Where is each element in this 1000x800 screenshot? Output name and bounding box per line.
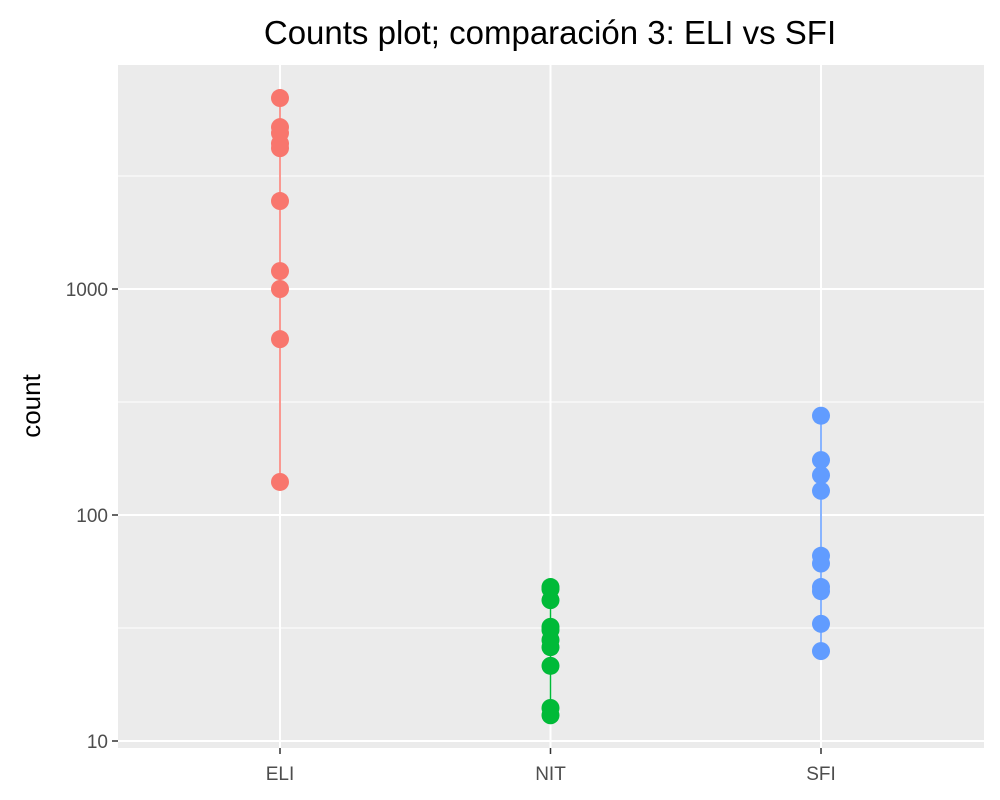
data-point-sfi	[812, 466, 830, 485]
data-point-nit	[541, 617, 560, 636]
x-tick-label: ELI	[266, 764, 295, 785]
data-point-sfi	[812, 642, 830, 661]
data-point-nit	[541, 578, 560, 597]
data-point-eli	[271, 280, 289, 298]
data-point-sfi	[812, 614, 830, 633]
data-point-eli	[271, 89, 289, 108]
y-tick-label: 1000	[66, 280, 108, 301]
data-point-sfi	[812, 451, 830, 470]
data-point-eli	[271, 192, 289, 211]
data-point-eli	[271, 262, 289, 281]
grid-lines	[118, 65, 984, 748]
x-tick-label: NIT	[535, 764, 566, 785]
data-point-sfi	[812, 406, 830, 425]
data-point-sfi	[812, 481, 830, 500]
data-point-eli	[271, 118, 289, 137]
y-tick-label: 10	[87, 732, 108, 753]
data-point-sfi	[812, 546, 830, 565]
data-point-nit	[541, 698, 560, 717]
axes: 10 100 1000 ELI NIT SFI	[66, 280, 836, 785]
chart-title: Counts plot; comparación 3: ELI vs SFI	[264, 14, 836, 51]
data-marks	[271, 89, 830, 725]
data-point-eli	[271, 472, 289, 491]
data-point-sfi	[812, 578, 830, 597]
y-axis-label: count	[16, 373, 46, 437]
y-tick-label: 100	[76, 506, 108, 527]
data-point-nit	[541, 656, 560, 675]
x-tick-label: SFI	[806, 764, 836, 785]
data-point-eli	[271, 330, 289, 349]
